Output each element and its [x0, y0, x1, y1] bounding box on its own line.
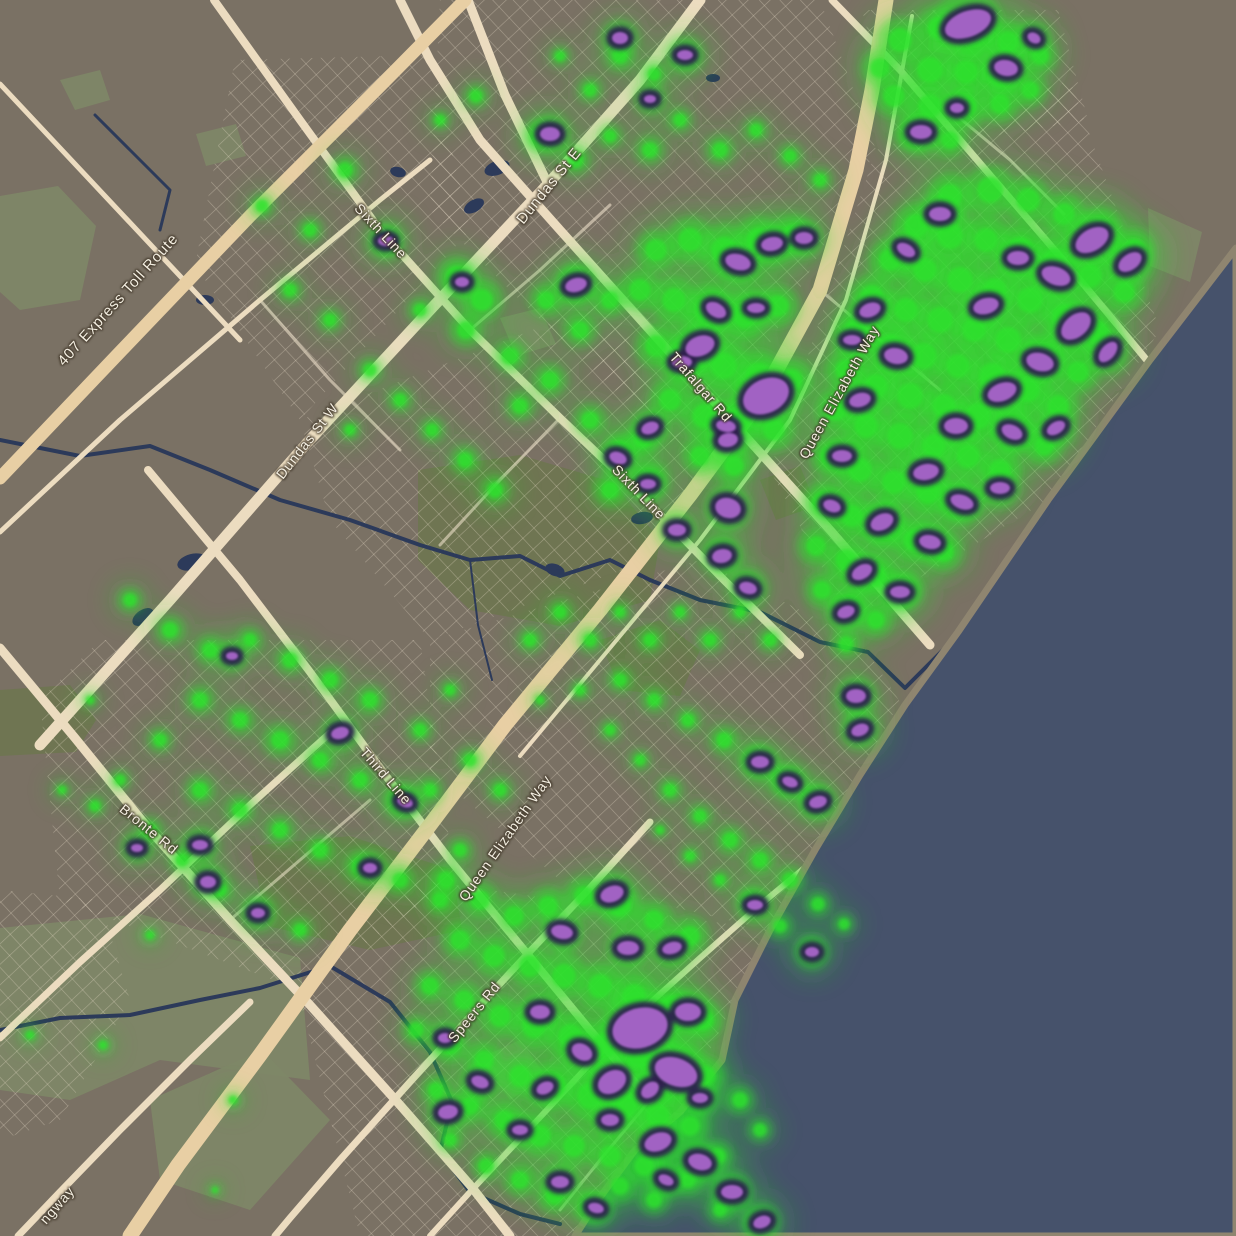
- map-viewport[interactable]: 407 Express Toll Route Dundas St E Sixth L…: [0, 0, 1236, 1236]
- map-canvas: [0, 0, 1236, 1236]
